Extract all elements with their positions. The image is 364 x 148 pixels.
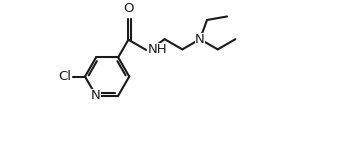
Text: Cl: Cl (58, 70, 71, 83)
Text: N: N (91, 89, 101, 102)
Text: NH: NH (148, 43, 167, 56)
Text: N: N (195, 33, 205, 46)
Text: O: O (123, 2, 134, 15)
